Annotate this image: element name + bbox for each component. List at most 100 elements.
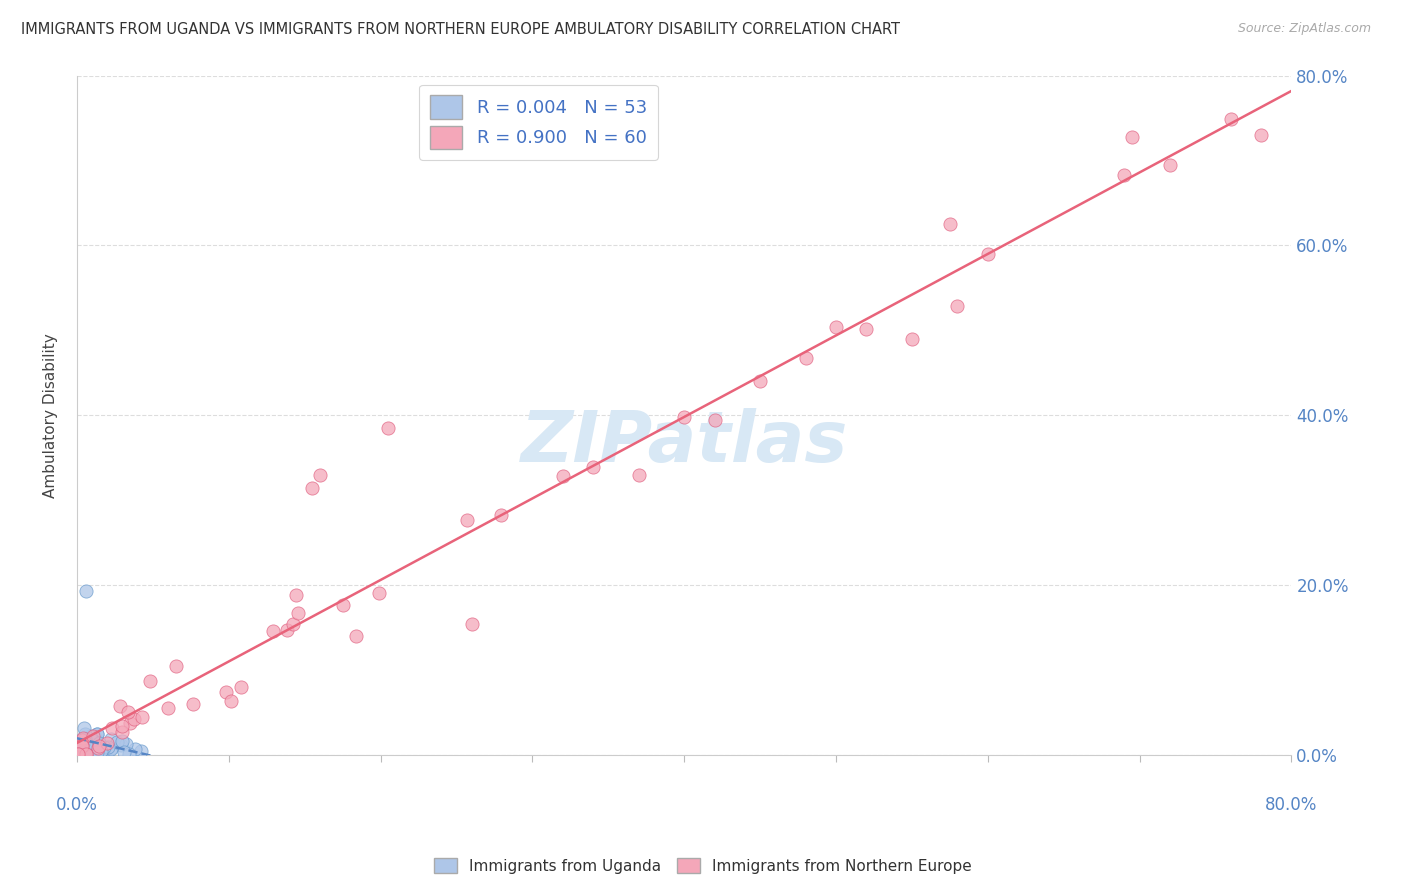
Point [491,508,513,523]
Point [262,624,284,638]
Point [673,409,696,424]
Point [582,460,605,475]
Point [111,719,134,733]
Point [156,700,179,714]
Point [79,729,101,743]
Point [70,733,93,747]
Point [105,735,128,749]
Point [855,322,877,336]
Point [287,607,309,621]
Point [460,616,482,631]
Point [93,747,115,761]
Point [165,659,187,673]
Point [749,374,772,388]
Point [93,740,115,755]
Point [332,599,354,613]
Point [215,684,238,698]
Point [73,746,96,760]
Point [79,739,101,754]
Point [100,741,122,756]
Legend: R = 0.004   N = 53, R = 0.900   N = 60: R = 0.004 N = 53, R = 0.900 N = 60 [419,85,658,160]
Point [977,247,1000,261]
Point [84,730,107,744]
Point [75,743,97,757]
Point [110,738,132,752]
Point [86,741,108,756]
Point [97,740,120,755]
Point [67,747,90,762]
Legend: Immigrants from Uganda, Immigrants from Northern Europe: Immigrants from Uganda, Immigrants from … [429,852,977,880]
Point [111,734,134,748]
Point [276,624,298,638]
Point [456,513,478,527]
Point [285,588,308,602]
Point [89,737,111,751]
Point [183,697,205,711]
Point [946,299,969,313]
Point [73,721,96,735]
Point [115,737,138,751]
Point [122,712,145,726]
Point [308,467,330,482]
Point [627,467,650,482]
Point [1219,112,1241,127]
Point [69,741,91,756]
Point [70,738,93,752]
Point [73,747,96,762]
Point [67,747,90,762]
Point [551,469,574,483]
Text: IMMIGRANTS FROM UGANDA VS IMMIGRANTS FROM NORTHERN EUROPE AMBULATORY DISABILITY : IMMIGRANTS FROM UGANDA VS IMMIGRANTS FRO… [21,22,900,37]
Point [77,736,100,750]
Point [83,733,105,747]
Text: 80.0%: 80.0% [1265,797,1317,814]
Point [67,747,90,762]
Point [901,332,924,346]
Point [75,743,97,757]
Point [86,727,108,741]
Point [73,745,96,759]
Point [82,743,104,757]
Point [1121,129,1143,144]
Point [1250,128,1272,142]
Point [93,740,115,755]
Point [80,747,103,761]
Point [86,727,108,741]
Point [118,747,141,762]
Point [72,735,94,749]
Point [75,584,97,599]
Point [100,721,122,735]
Point [139,673,162,688]
Point [377,421,399,435]
Point [110,698,132,713]
Point [77,741,100,756]
Point [344,629,367,643]
Point [281,616,304,631]
Point [87,739,110,753]
Point [131,710,153,724]
Point [118,715,141,730]
Point [96,736,118,750]
Point [73,727,96,741]
Point [86,745,108,759]
Point [939,217,962,231]
Point [82,734,104,748]
Point [76,737,98,751]
Text: Source: ZipAtlas.com: Source: ZipAtlas.com [1237,22,1371,36]
Point [70,739,93,753]
Point [87,736,110,750]
Point [124,741,146,756]
Point [301,481,323,495]
Y-axis label: Ambulatory Disability: Ambulatory Disability [44,333,58,498]
Point [75,747,97,762]
Point [100,740,122,755]
Point [825,319,848,334]
Point [1114,168,1136,182]
Point [73,732,96,747]
Point [90,745,112,759]
Point [80,747,103,762]
Point [82,746,104,760]
Point [75,747,97,762]
Point [77,741,100,756]
Point [229,680,252,694]
Text: ZIPatlas: ZIPatlas [520,409,848,477]
